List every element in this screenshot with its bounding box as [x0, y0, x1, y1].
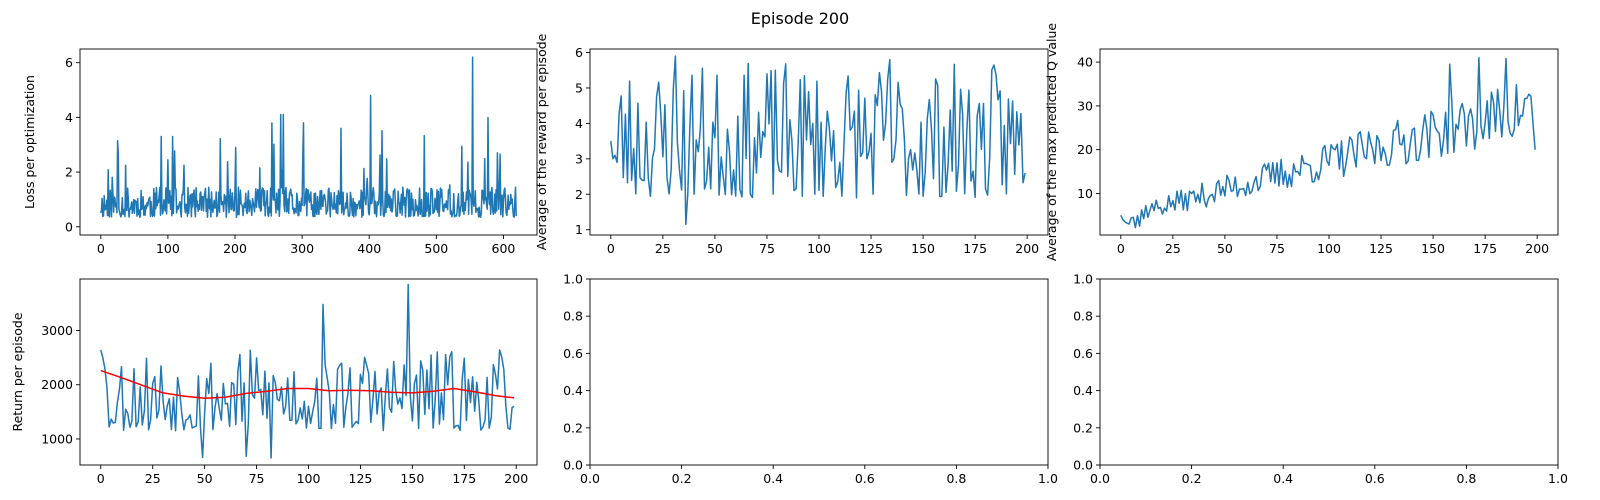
x-tick-label: 125 [349, 471, 373, 486]
series-line-2 [100, 369, 515, 400]
x-tick-label: 200 [1525, 241, 1549, 256]
x-tick-label: 0.4 [763, 471, 783, 486]
x-tick-label: 300 [290, 241, 314, 256]
x-tick-label: 0.2 [672, 471, 692, 486]
x-tick-label: 75 [759, 241, 775, 256]
figure-suptitle: Episode 200 [751, 9, 849, 28]
axes-frame [589, 48, 1049, 236]
y-tick-label: 0 [65, 219, 73, 234]
y-tick-label: 6 [575, 45, 583, 60]
x-tick-label: 0.0 [1090, 471, 1110, 486]
x-tick-label: 25 [655, 241, 671, 256]
x-tick-label: 125 [859, 241, 883, 256]
y-tick-label: 0.8 [563, 309, 583, 324]
x-tick-label: 50 [707, 241, 723, 256]
axes-frame [79, 278, 538, 466]
x-tick-label: 50 [197, 471, 213, 486]
x-tick-label: 100 [156, 241, 180, 256]
x-tick-label: 0 [1117, 241, 1125, 256]
subplot-3: 0 25 50 75 100 125 150 175 200 10 20 30 40 Average of… [1044, 23, 1559, 262]
x-tick-label: 25 [1165, 241, 1181, 256]
x-tick-label: 0 [607, 241, 615, 256]
x-tick-label: 1.0 [1548, 471, 1568, 486]
x-tick-label: 0.2 [1182, 471, 1202, 486]
x-tick-label: 0.8 [1456, 471, 1476, 486]
y-tick-label: 0.0 [563, 458, 583, 473]
y-tick-label: 0.2 [563, 420, 583, 435]
x-tick-label: 1.0 [1038, 471, 1058, 486]
y-tick-label: 20 [1077, 142, 1093, 157]
x-tick-label: 150 [911, 241, 935, 256]
axes-frame [79, 48, 538, 236]
y-tick-label: 10 [1077, 186, 1093, 201]
y-tick-label: 4 [575, 116, 583, 131]
y-axis-label: Average of the max predicted Q value [1044, 23, 1059, 262]
y-tick-label: 0.6 [563, 346, 583, 361]
x-tick-label: 175 [1473, 241, 1497, 256]
y-tick-label: 0.8 [1073, 309, 1093, 324]
x-tick-label: 0.6 [855, 471, 875, 486]
x-tick-label: 200 [504, 471, 528, 486]
x-tick-label: 175 [452, 471, 476, 486]
y-tick-label: 2 [575, 187, 583, 202]
series-line-1 [100, 56, 517, 218]
y-tick-label: 0.2 [1073, 420, 1093, 435]
y-tick-label: 1.0 [1073, 272, 1093, 287]
axes-frame [1099, 48, 1559, 236]
x-tick-label: 100 [1317, 241, 1341, 256]
subplot-1: 0 100 200 300 400 500 600 0 2 4 6 Loss per optimiza… [22, 48, 538, 256]
x-tick-label: 0.8 [946, 471, 966, 486]
x-tick-label: 0.0 [580, 471, 600, 486]
series-line-1 [1120, 57, 1536, 229]
y-tick-label: 0.6 [1073, 346, 1093, 361]
y-tick-label: 1 [575, 222, 583, 237]
x-tick-label: 200 [1015, 241, 1039, 256]
x-tick-label: 0 [97, 241, 105, 256]
y-tick-label: 30 [1077, 98, 1093, 113]
y-tick-label: 40 [1077, 55, 1093, 70]
y-tick-label: 1.0 [563, 272, 583, 287]
y-tick-label: 4 [65, 110, 73, 125]
y-tick-label: 3000 [41, 323, 73, 338]
x-tick-label: 150 [400, 471, 424, 486]
x-tick-label: 400 [357, 241, 381, 256]
x-tick-label: 0.4 [1273, 471, 1293, 486]
y-tick-label: 0.4 [563, 383, 583, 398]
y-tick-label: 5 [575, 80, 583, 95]
y-tick-label: 6 [65, 55, 73, 70]
y-tick-label: 2 [65, 165, 73, 180]
x-tick-label: 0 [97, 471, 105, 486]
axes-frame [589, 278, 1049, 466]
x-tick-label: 175 [963, 241, 987, 256]
x-tick-label: 100 [297, 471, 321, 486]
series-line-1 [100, 283, 515, 459]
y-axis-label: Return per episode [10, 312, 25, 431]
x-tick-label: 25 [145, 471, 161, 486]
subplot-4: 0 25 50 75 100 125 150 175 200 1000 2000 3000 Return… [10, 278, 538, 486]
axes-frame [1099, 278, 1559, 466]
y-tick-label: 3 [575, 151, 583, 166]
y-axis-label: Average of the reward per episode [534, 33, 549, 250]
y-tick-label: 0.4 [1073, 383, 1093, 398]
x-tick-label: 125 [1369, 241, 1393, 256]
x-tick-label: 150 [1421, 241, 1445, 256]
x-tick-label: 75 [1269, 241, 1285, 256]
y-tick-label: 1000 [41, 431, 73, 446]
subplot-2: 0 25 50 75 100 125 150 175 200 1 2 3 4 5 6 Average of t… [534, 33, 1049, 256]
x-tick-label: 500 [424, 241, 448, 256]
x-tick-label: 200 [223, 241, 247, 256]
x-tick-label: 50 [1217, 241, 1233, 256]
subplot-6: 0.0 0.2 0.4 0.6 0.8 1.0 0.0 0.2 0.4 0.6 0.8 1.0 [1073, 272, 1568, 487]
subplot-5: 0.0 0.2 0.4 0.6 0.8 1.0 0.0 0.2 0.4 0.6 0.8 1.0 [563, 272, 1058, 487]
y-tick-label: 2000 [41, 377, 73, 392]
series-line-1 [610, 55, 1026, 226]
x-tick-label: 0.6 [1365, 471, 1385, 486]
x-tick-label: 75 [249, 471, 265, 486]
x-tick-label: 100 [807, 241, 831, 256]
y-tick-label: 0.0 [1073, 458, 1093, 473]
x-tick-label: 600 [492, 241, 516, 256]
y-axis-label: Loss per optimization [22, 75, 37, 209]
